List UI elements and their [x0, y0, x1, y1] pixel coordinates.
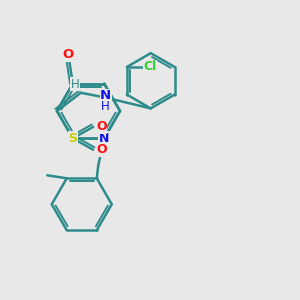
Text: H: H [71, 78, 80, 91]
Text: N: N [99, 132, 110, 145]
Text: O: O [96, 143, 107, 156]
Text: S: S [68, 132, 77, 145]
Text: O: O [96, 120, 107, 134]
Text: O: O [62, 48, 74, 62]
Text: Cl: Cl [144, 61, 157, 74]
Text: H: H [101, 100, 110, 113]
Text: N: N [100, 89, 111, 102]
